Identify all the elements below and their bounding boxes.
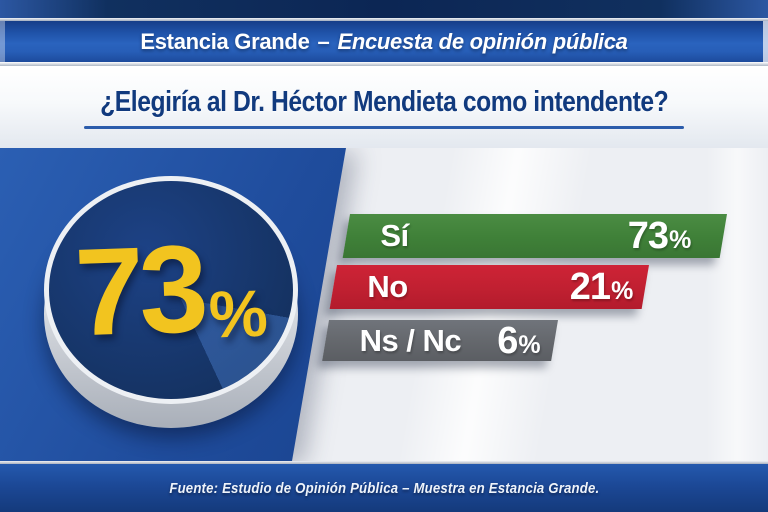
bar-no-number: 21 xyxy=(569,266,611,308)
header-subtitle: Encuesta de opinión pública xyxy=(337,28,628,54)
disc-face: 73 % xyxy=(44,176,298,404)
bar-si-content: Sí 73% xyxy=(346,214,723,258)
question-underline xyxy=(84,125,684,129)
bar-nsnc-label: Ns / Nc xyxy=(359,322,462,358)
bar-no-label: No xyxy=(367,269,408,304)
source-bar: Fuente: Estudio de Opinión Pública – Mue… xyxy=(0,464,768,512)
percentage-disc: 73 % xyxy=(0,148,346,461)
bar-si-value: 73% xyxy=(627,215,692,257)
bar-si: Sí 73% xyxy=(342,214,727,258)
bar-nsnc-number: 6 xyxy=(497,319,518,362)
header-bar: Estancia Grande – Encuesta de opinión pú… xyxy=(0,21,768,62)
bar-si-label: Sí xyxy=(380,218,409,253)
bar-nsnc-value: 6% xyxy=(497,319,541,362)
question-title: ¿Elegiría al Dr. Héctor Mendieta como in… xyxy=(99,85,669,118)
source-text: Fuente: Estudio de Opinión Pública – Mue… xyxy=(168,479,600,497)
disc-number: 73 xyxy=(72,219,206,363)
bar-no-percent-sign: % xyxy=(611,277,634,305)
chart-area: 73 % Sí 73% No 21% Ns / Nc 6% xyxy=(0,148,768,461)
header-separator: – xyxy=(317,28,330,54)
divider-line-header xyxy=(0,62,768,66)
divider-line-top xyxy=(0,18,768,21)
bar-nsnc-percent-sign: % xyxy=(518,330,541,359)
bar-no-value: 21% xyxy=(569,266,634,308)
bar-nsnc-content: Ns / Nc 6% xyxy=(326,319,555,362)
divider-line-footer xyxy=(0,461,768,464)
question-band: ¿Elegiría al Dr. Héctor Mendieta como in… xyxy=(0,66,768,148)
top-strip xyxy=(0,0,768,18)
disc-percent-sign: % xyxy=(207,275,269,352)
header-location: Estancia Grande xyxy=(140,28,310,54)
bar-nsnc: Ns / Nc 6% xyxy=(322,319,558,362)
bar-si-number: 73 xyxy=(627,215,669,257)
bar-no: No 21% xyxy=(329,265,649,309)
disc-value: 73 % xyxy=(49,181,293,399)
bar-no-content: No 21% xyxy=(333,265,645,309)
bar-si-percent-sign: % xyxy=(669,226,692,254)
